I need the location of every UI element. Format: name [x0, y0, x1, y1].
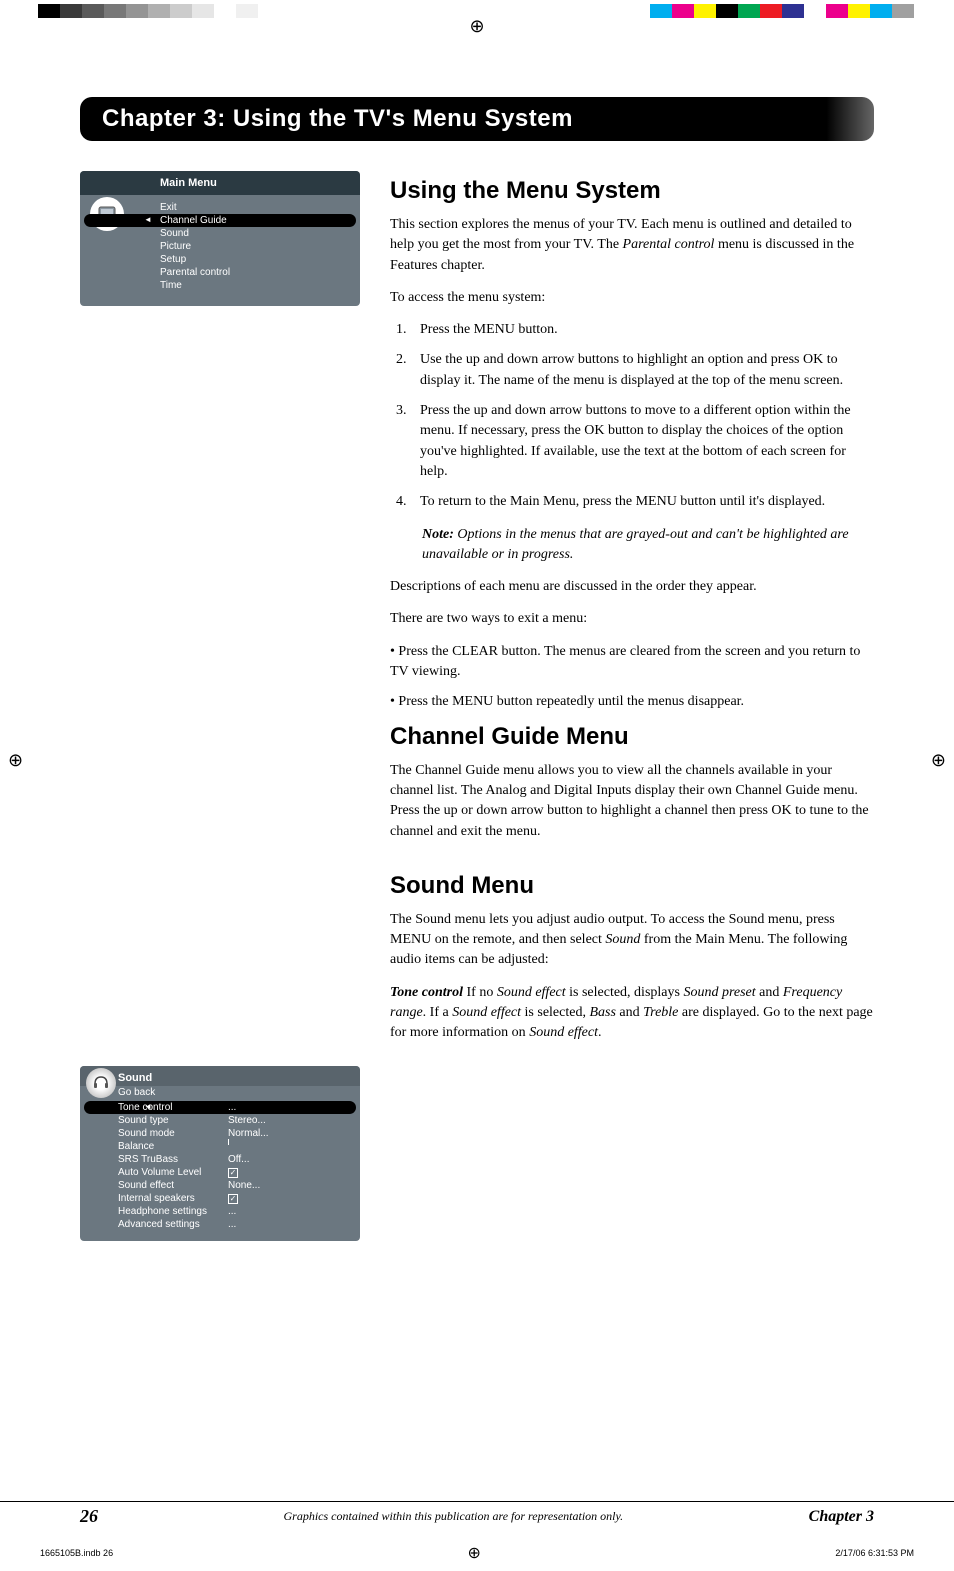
- footer-disclaimer: Graphics contained within this publicati…: [98, 1509, 809, 1524]
- sound-menu-row: Advanced settings...: [80, 1218, 360, 1231]
- registration-mark-bottom: ⊕: [468, 1543, 481, 1563]
- page-body: Main Menu ExitChannel GuideSoundPictureS…: [0, 171, 954, 1261]
- sound-menu-row: Internal speakers✓: [80, 1192, 360, 1205]
- page-number: 26: [80, 1506, 98, 1527]
- chapter-banner: Chapter 3: Using the TV's Menu System: [80, 97, 874, 141]
- main-menu-title: Main Menu: [80, 171, 360, 195]
- main-menu-item: Sound: [80, 227, 360, 240]
- left-column: Main Menu ExitChannel GuideSoundPictureS…: [80, 171, 360, 1261]
- step-item: To return to the Main Menu, press the ME…: [410, 492, 874, 512]
- note-text: Note: Options in the menus that are gray…: [422, 525, 874, 566]
- print-metadata: 1665105B.indb 26 ⊕ 2/17/06 6:31:53 PM: [0, 1527, 954, 1571]
- descriptions-line: Descriptions of each menu are discussed …: [390, 577, 874, 597]
- sound-menu-row: Balance: [80, 1140, 360, 1153]
- sound-menu-row: Sound effectNone...: [80, 1179, 360, 1192]
- bullet-menu: • Press the MENU button repeatedly until…: [390, 692, 874, 712]
- page-footer: 26 Graphics contained within this public…: [0, 1501, 954, 1527]
- step-item: Press the MENU button.: [410, 320, 874, 340]
- step-item: Use the up and down arrow buttons to hig…: [410, 350, 874, 391]
- channel-guide-paragraph: The Channel Guide menu allows you to vie…: [390, 761, 874, 842]
- main-menu-item: Picture: [80, 240, 360, 253]
- steps-list: Press the MENU button. Use the up and dow…: [410, 320, 874, 512]
- main-menu-item: Setup: [80, 253, 360, 266]
- heading-channel-guide: Channel Guide Menu: [390, 723, 874, 751]
- main-menu-item: Channel Guide: [84, 214, 356, 227]
- chapter-title: Chapter 3: Using the TV's Menu System: [102, 105, 852, 133]
- access-line: To access the menu system:: [390, 288, 874, 308]
- bullet-clear: • Press the CLEAR button. The menus are …: [390, 642, 874, 683]
- sound-go-back: Go back: [80, 1086, 360, 1101]
- heading-sound-menu: Sound Menu: [390, 872, 874, 900]
- main-menu-panel: Main Menu ExitChannel GuideSoundPictureS…: [80, 171, 360, 306]
- print-filename: 1665105B.indb 26: [40, 1548, 113, 1558]
- registration-mark-right: ⊕: [931, 750, 946, 771]
- heading-using-menu: Using the Menu System: [390, 177, 874, 205]
- sound-menu-row: Auto Volume Level✓: [80, 1166, 360, 1179]
- sound-paragraph: The Sound menu lets you adjust audio out…: [390, 910, 874, 971]
- sound-menu-row: Sound modeNormal...: [80, 1127, 360, 1140]
- intro-paragraph: This section explores the menus of your …: [390, 215, 874, 276]
- exit-line: There are two ways to exit a menu:: [390, 609, 874, 629]
- footer-chapter: Chapter 3: [809, 1508, 874, 1526]
- sound-menu-row: Sound typeStereo...: [80, 1114, 360, 1127]
- print-timestamp: 2/17/06 6:31:53 PM: [835, 1548, 914, 1558]
- step-item: Press the up and down arrow buttons to m…: [410, 401, 874, 482]
- main-menu-item: Parental control: [80, 266, 360, 279]
- sound-menu-title: Sound: [80, 1066, 360, 1086]
- sound-menu-row: SRS TruBassOff...: [80, 1153, 360, 1166]
- main-menu-body: ExitChannel GuideSoundPictureSetupParent…: [80, 195, 360, 292]
- sound-menu-panel: Sound Go back Tone control...Sound typeS…: [80, 1066, 360, 1241]
- registration-mark-left: ⊕: [8, 750, 23, 771]
- sound-menu-row: Tone control...: [84, 1101, 356, 1114]
- main-menu-item: Time: [80, 279, 360, 292]
- sound-menu-row: Headphone settings...: [80, 1205, 360, 1218]
- headphones-icon: [86, 1068, 116, 1098]
- registration-mark-top: ⊕: [0, 16, 954, 37]
- tone-control-paragraph: Tone control If no Sound effect is selec…: [390, 983, 874, 1044]
- content-column: Using the Menu System This section explo…: [390, 171, 874, 1261]
